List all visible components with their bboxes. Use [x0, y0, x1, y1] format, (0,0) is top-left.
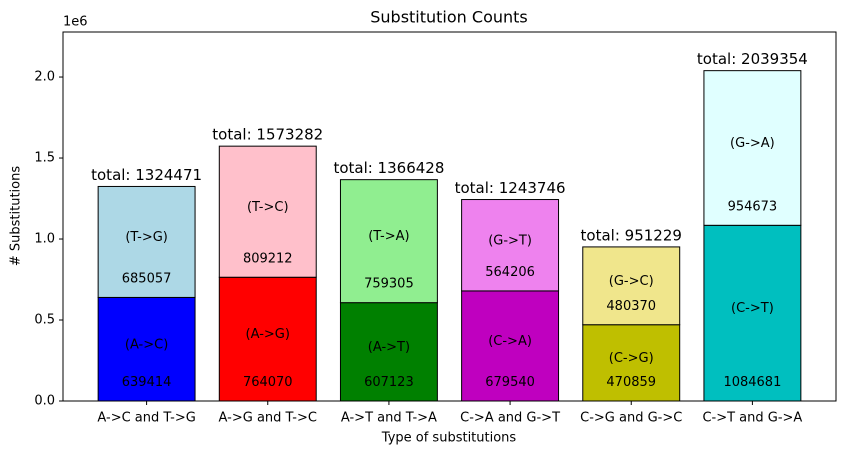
total-label: total: 2039354 [697, 50, 808, 68]
x-tick-label: A->T and T->A [341, 411, 437, 426]
bar-segment [218, 145, 317, 278]
total-label: total: 1366428 [333, 159, 444, 177]
bar-segment [582, 246, 681, 326]
segment-label: (C->G) [609, 351, 654, 366]
value-label: 679540 [485, 375, 535, 390]
value-label: 470859 [606, 375, 656, 390]
y-tick-label: 0.5 [34, 313, 55, 328]
bar-segment [339, 302, 438, 402]
value-label: 764070 [243, 375, 293, 390]
segment-label: (A->G) [246, 327, 290, 342]
x-tick-label: A->G and T->C [219, 411, 317, 426]
x-tick-label: A->C and T->G [97, 411, 195, 426]
bar-segment [461, 199, 560, 292]
value-label: 480370 [606, 299, 656, 314]
y-tick-label: 0.0 [34, 394, 55, 409]
x-tick-label: C->A and G->T [460, 411, 560, 426]
segment-label: (T->G) [125, 230, 168, 245]
y-tick-label: 1.5 [34, 151, 55, 166]
total-label: total: 951229 [581, 226, 682, 244]
bar-segment [703, 70, 802, 226]
y-offset-label: 1e6 [63, 15, 88, 30]
bar-segment [461, 290, 560, 402]
segment-label: (A->T) [368, 340, 410, 355]
value-label: 1084681 [723, 375, 781, 390]
plot-frame [62, 31, 837, 402]
y-tick-label: 2.0 [34, 70, 55, 85]
segment-label: (G->A) [730, 136, 775, 151]
bar-segment [97, 185, 196, 298]
x-axis-label: Type of substitutions [381, 431, 517, 446]
total-label: total: 1243746 [455, 179, 566, 197]
value-label: 685057 [122, 271, 172, 286]
value-label: 759305 [364, 277, 414, 292]
y-axis-label: # Substitutions [9, 166, 24, 266]
value-label: 607123 [364, 375, 414, 390]
segment-label: (T->C) [247, 200, 289, 215]
segment-label: (T->A) [368, 229, 409, 244]
chart-title: Substitution Counts [370, 8, 528, 27]
x-tick-label: C->T and G->A [702, 411, 802, 426]
segment-label: (A->C) [125, 337, 168, 352]
segment-label: (C->A) [488, 334, 532, 349]
value-label: 639414 [122, 375, 172, 390]
bar-segment [97, 296, 196, 402]
value-label: 809212 [243, 251, 293, 266]
y-tick-label: 1.0 [34, 232, 55, 247]
total-label: total: 1573282 [212, 126, 323, 144]
value-label: 564206 [485, 265, 535, 280]
segment-label: (C->T) [731, 301, 774, 316]
bar-segment [339, 179, 438, 304]
segment-label: (G->T) [488, 233, 532, 248]
segment-label: (G->C) [609, 274, 654, 289]
total-label: total: 1324471 [91, 166, 202, 184]
x-tick-label: C->G and G->C [580, 411, 682, 426]
value-label: 954673 [728, 199, 778, 214]
